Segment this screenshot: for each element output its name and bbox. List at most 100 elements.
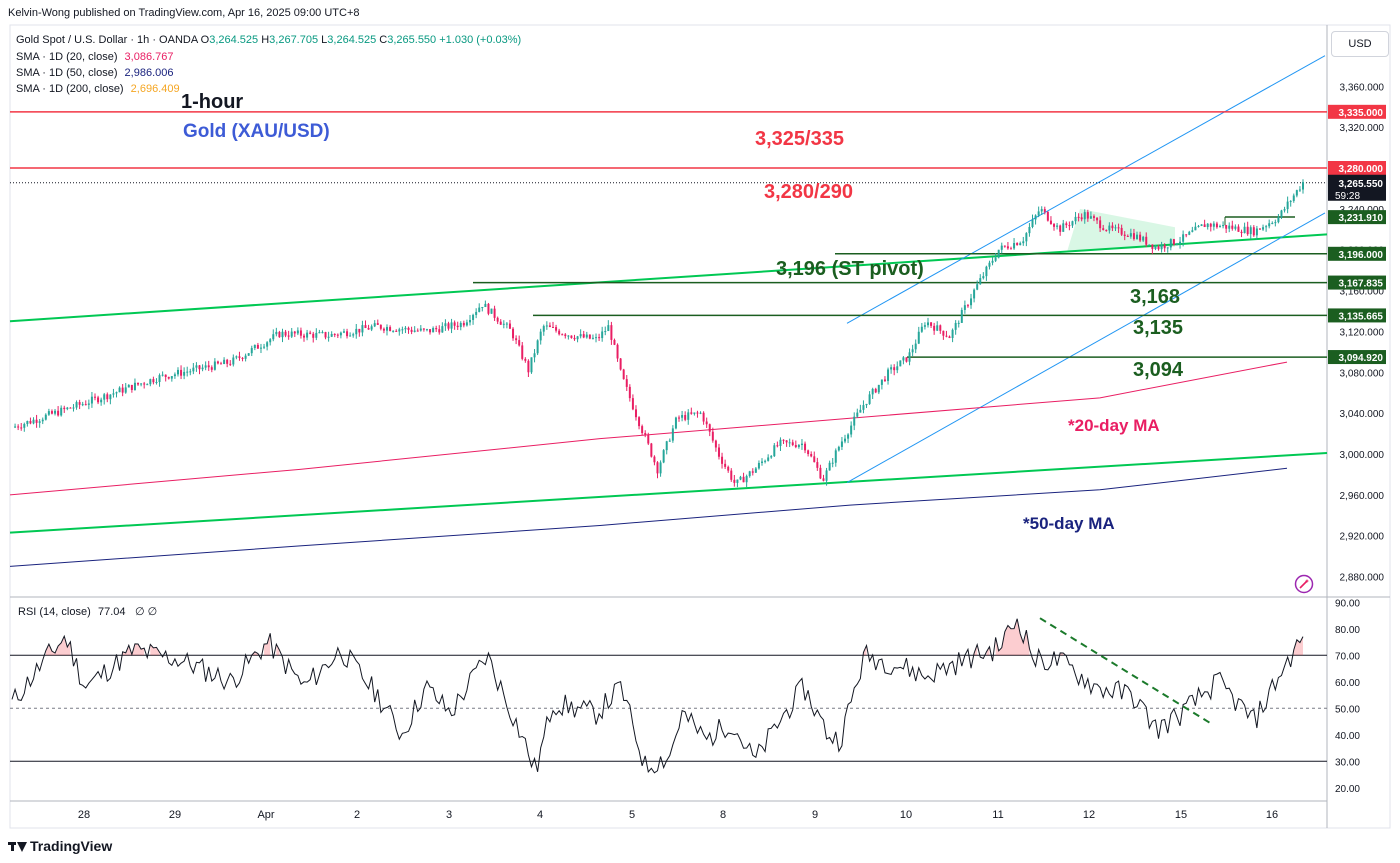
- price-tag[interactable]: 3,335.000: [1328, 104, 1386, 119]
- candle-down: [226, 359, 229, 364]
- candle-up: [899, 360, 902, 367]
- rsi-extra: ∅ ∅: [135, 606, 157, 618]
- rsi-overbought-fill: [45, 636, 71, 656]
- rsi-overbought-fill: [276, 644, 280, 656]
- indicator-value: 2,696.409: [130, 83, 180, 95]
- indicator-label: SMA · 1D (200, close): [16, 83, 124, 95]
- candle-up: [567, 335, 570, 337]
- candle-down: [210, 367, 213, 370]
- candle-down: [303, 335, 306, 338]
- candle-up: [253, 344, 256, 349]
- candle-up: [472, 314, 475, 320]
- candle-up: [201, 367, 204, 370]
- rsi-tick-label: 20.00: [1335, 784, 1360, 795]
- candle-down: [644, 433, 647, 435]
- magic-wand-icon[interactable]: [1294, 574, 1314, 594]
- indicator-sma50[interactable]: SMA · 1D (50, close) 2,986.006: [16, 67, 173, 79]
- candle-down: [93, 396, 96, 398]
- indicator-sma20[interactable]: SMA · 1D (20, close) 3,086.767: [16, 51, 173, 63]
- ma20-label: *20-day MA: [1068, 416, 1160, 435]
- candle-up: [1083, 212, 1086, 220]
- tradingview-logo[interactable]: TradingView: [8, 838, 112, 854]
- price-tag-label: 3,265.550: [1339, 179, 1384, 190]
- price-tag-label: 3,335.000: [1339, 108, 1384, 119]
- price-tag[interactable]: 3,167.835: [1328, 275, 1386, 290]
- candle-down: [564, 334, 567, 337]
- price-tag[interactable]: 3,094.920: [1328, 350, 1386, 365]
- candle-down: [598, 337, 601, 339]
- candle-up: [1037, 211, 1040, 216]
- rsi-overbought-fill: [1060, 652, 1064, 656]
- candle-up: [1031, 219, 1034, 227]
- candle-up: [1268, 223, 1271, 227]
- candle-down: [1043, 209, 1046, 212]
- candle-up: [601, 331, 604, 339]
- candle-down: [346, 331, 349, 337]
- candle-down: [1126, 235, 1129, 237]
- indicator-value: 2,986.006: [124, 67, 174, 79]
- candle-down: [807, 450, 810, 455]
- candle-up: [339, 332, 342, 336]
- candle-down: [69, 407, 72, 409]
- candle-up: [1191, 230, 1194, 232]
- tradingview-logo-text: TradingView: [30, 838, 113, 854]
- candle-down: [791, 442, 794, 446]
- candle-down: [945, 335, 948, 337]
- candle-down: [714, 440, 717, 448]
- candle-down: [1203, 224, 1206, 228]
- candle-down: [407, 327, 410, 330]
- candle-down: [410, 329, 413, 332]
- candle-up: [868, 394, 871, 404]
- candle-up: [736, 479, 739, 483]
- candle-up: [1262, 227, 1265, 230]
- lower-channel-line: [9, 451, 1328, 534]
- candle-down: [625, 379, 628, 387]
- candle-up: [585, 334, 588, 338]
- candle-down: [555, 327, 558, 331]
- candle-down: [379, 324, 382, 329]
- candle-up: [100, 399, 103, 403]
- price-tag[interactable]: 3,135.665: [1328, 308, 1386, 323]
- candle-down: [717, 447, 720, 457]
- candle-up: [1298, 189, 1301, 191]
- candle-up: [419, 328, 422, 331]
- ohlc-change: +1.030 (+0.03%): [439, 34, 522, 46]
- price-tag[interactable]: 3,280.000: [1328, 161, 1386, 175]
- price-tag[interactable]: 3,231.910: [1328, 210, 1386, 225]
- candle-down: [883, 379, 886, 381]
- indicator-sma200[interactable]: SMA · 1D (200, close) 2,696.409: [16, 83, 180, 95]
- candle-down: [1080, 217, 1083, 220]
- candle-down: [1163, 244, 1166, 249]
- candle-down: [1065, 223, 1068, 226]
- symbol-legend[interactable]: Gold Spot / U.S. Dollar · 1h · OANDA O3,…: [16, 34, 521, 46]
- time-tick-label: 3: [446, 809, 452, 821]
- candle-up: [66, 407, 69, 410]
- candle-down: [1092, 216, 1095, 218]
- candle-down: [63, 407, 66, 410]
- candle-down: [690, 412, 693, 414]
- candle-up: [604, 331, 607, 333]
- lower-trend-line: [846, 212, 1326, 484]
- candle-up: [26, 421, 29, 425]
- price-tick-label: 3,360.000: [1340, 82, 1385, 93]
- price-tag[interactable]: 3,196.000: [1328, 246, 1386, 261]
- currency-selector[interactable]: USD: [1331, 31, 1389, 57]
- candle-up: [1206, 223, 1209, 228]
- candle-down: [724, 463, 727, 467]
- candle-up: [401, 329, 404, 331]
- candle-up: [825, 470, 828, 481]
- candle-down: [496, 317, 499, 322]
- candle-up: [887, 369, 890, 381]
- candle-up: [840, 441, 843, 447]
- candle-up: [1019, 243, 1022, 246]
- candle-up: [275, 331, 278, 335]
- indicator-label: SMA · 1D (50, close): [16, 67, 118, 79]
- price-tag-label: 3,094.920: [1339, 353, 1384, 364]
- candle-up: [1000, 245, 1003, 250]
- candle-down: [241, 357, 244, 359]
- candle-up: [1283, 209, 1286, 211]
- candle-down: [1096, 217, 1099, 221]
- tradingview-logo-icon: [8, 840, 27, 852]
